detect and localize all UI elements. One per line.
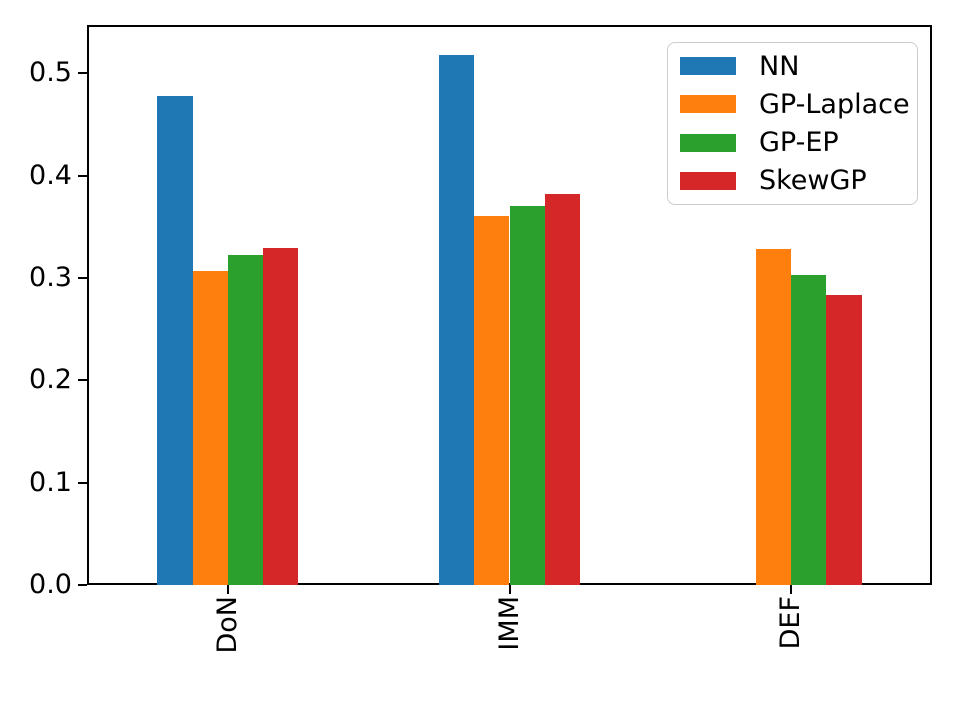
bar-SkewGP-DoN <box>263 248 299 585</box>
legend-swatch-nn <box>680 57 736 76</box>
legend: NN GP-Laplace GP-EP SkewGP <box>667 42 918 205</box>
y-tick-mark <box>78 481 87 484</box>
x-tick-label-IMM: IMM <box>493 596 525 651</box>
y-tick-label: 0.4 <box>29 159 72 191</box>
legend-label-nn: NN <box>759 50 800 82</box>
bar-GP-Laplace-DoN <box>192 270 228 585</box>
bar-GP-EP-DoN <box>227 255 263 585</box>
x-tick-mark <box>790 585 793 594</box>
legend-row-nn: NN <box>668 47 917 85</box>
y-tick-mark <box>78 174 87 177</box>
bar-GP-Laplace-DEF <box>756 249 792 585</box>
legend-swatch-skewgp <box>680 171 736 190</box>
x-tick-label-DEF: DEF <box>775 596 807 650</box>
legend-label-gp-ep: GP-EP <box>759 127 839 159</box>
y-tick-label: 0.5 <box>29 57 72 89</box>
y-tick-label: 0.2 <box>29 364 72 396</box>
x-tick-mark <box>226 585 229 594</box>
bar-GP-EP-DEF <box>791 274 827 585</box>
legend-label-skewgp: SkewGP <box>759 165 867 197</box>
x-tick-label-DoN: DoN <box>211 596 243 654</box>
legend-row-skewgp: SkewGP <box>668 162 917 200</box>
legend-row-gp-laplace: GP-Laplace <box>668 85 917 123</box>
legend-row-gp-ep: GP-EP <box>668 124 917 162</box>
bar-SkewGP-DEF <box>826 295 862 585</box>
legend-label-gp-laplace: GP-Laplace <box>759 88 910 120</box>
legend-swatch-gp-ep <box>680 133 736 152</box>
y-tick-mark <box>78 72 87 75</box>
y-tick-label: 0.0 <box>29 569 72 600</box>
bar-GP-Laplace-IMM <box>474 216 510 585</box>
bar-NN-DoN <box>157 95 193 585</box>
y-tick-mark <box>78 584 87 586</box>
bar-SkewGP-IMM <box>544 193 580 585</box>
y-tick-mark <box>78 379 87 382</box>
bar-NN-IMM <box>439 54 475 585</box>
y-tick-label: 0.1 <box>29 466 72 498</box>
y-tick-label: 0.3 <box>29 261 72 293</box>
x-tick-mark <box>508 585 511 594</box>
legend-swatch-gp-laplace <box>680 95 736 114</box>
bar-GP-EP-IMM <box>509 206 545 585</box>
y-tick-mark <box>78 276 87 279</box>
